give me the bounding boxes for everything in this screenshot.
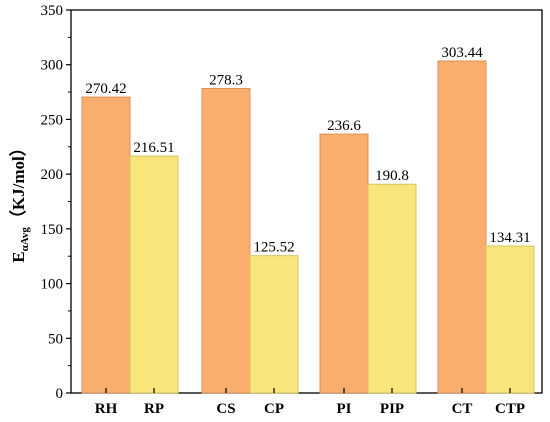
y-tick-label-50: 50 xyxy=(48,331,63,347)
data-labels-group: 270.42 216.51 278.3 125.52 236.6 190.8 303.44 1… xyxy=(85,45,530,256)
bar-pip xyxy=(367,183,417,394)
bar-pi xyxy=(319,133,369,394)
y-tick-label-250: 250 xyxy=(41,112,64,128)
x-tick-label-rh: RH xyxy=(95,401,118,417)
bar-ctp xyxy=(485,245,535,394)
x-tick-label-ct: CT xyxy=(452,401,473,417)
y-axis-label-subscript: αAvg xyxy=(19,227,31,252)
y-axis-label-unit: （KJ/mol） xyxy=(8,139,28,227)
x-axis: RH RP CS CP PI PIP CT CTP xyxy=(95,388,525,417)
data-label-rp: 216.51 xyxy=(133,140,174,156)
data-label-ct: 303.44 xyxy=(441,45,483,61)
x-tick-label-pip: PIP xyxy=(380,401,404,417)
data-label-cs: 278.3 xyxy=(209,72,243,88)
y-tick-label-200: 200 xyxy=(41,167,64,183)
data-label-cp: 125.52 xyxy=(253,240,294,256)
bar-cp xyxy=(249,255,299,394)
bar-cs xyxy=(201,87,251,394)
x-tick-label-pi: PI xyxy=(337,401,352,417)
y-axis-label-main: E xyxy=(9,251,28,262)
bar-rh xyxy=(81,96,131,394)
x-tick-label-cp: CP xyxy=(264,401,284,417)
y-tick-label-300: 300 xyxy=(41,58,64,74)
x-tick-label-rp: RP xyxy=(144,401,164,417)
bar-ct xyxy=(437,60,487,394)
x-tick-label-ctp: CTP xyxy=(495,401,525,417)
data-label-pi: 236.6 xyxy=(327,118,361,134)
data-label-ctp: 134.31 xyxy=(489,230,530,246)
y-tick-label-0: 0 xyxy=(56,386,64,402)
y-axis: 0 50 100 150 200 250 300 350 xyxy=(41,3,71,402)
data-label-pip: 190.8 xyxy=(375,168,409,184)
bars-group xyxy=(81,60,535,394)
bar-rp xyxy=(129,155,179,394)
y-tick-label-350: 350 xyxy=(41,3,64,19)
data-label-rh: 270.42 xyxy=(85,81,126,97)
y-tick-label-100: 100 xyxy=(41,277,64,293)
x-tick-label-cs: CS xyxy=(216,401,235,417)
y-tick-label-150: 150 xyxy=(41,222,64,238)
y-axis-label: EαAvg（KJ/mol） xyxy=(8,139,31,262)
